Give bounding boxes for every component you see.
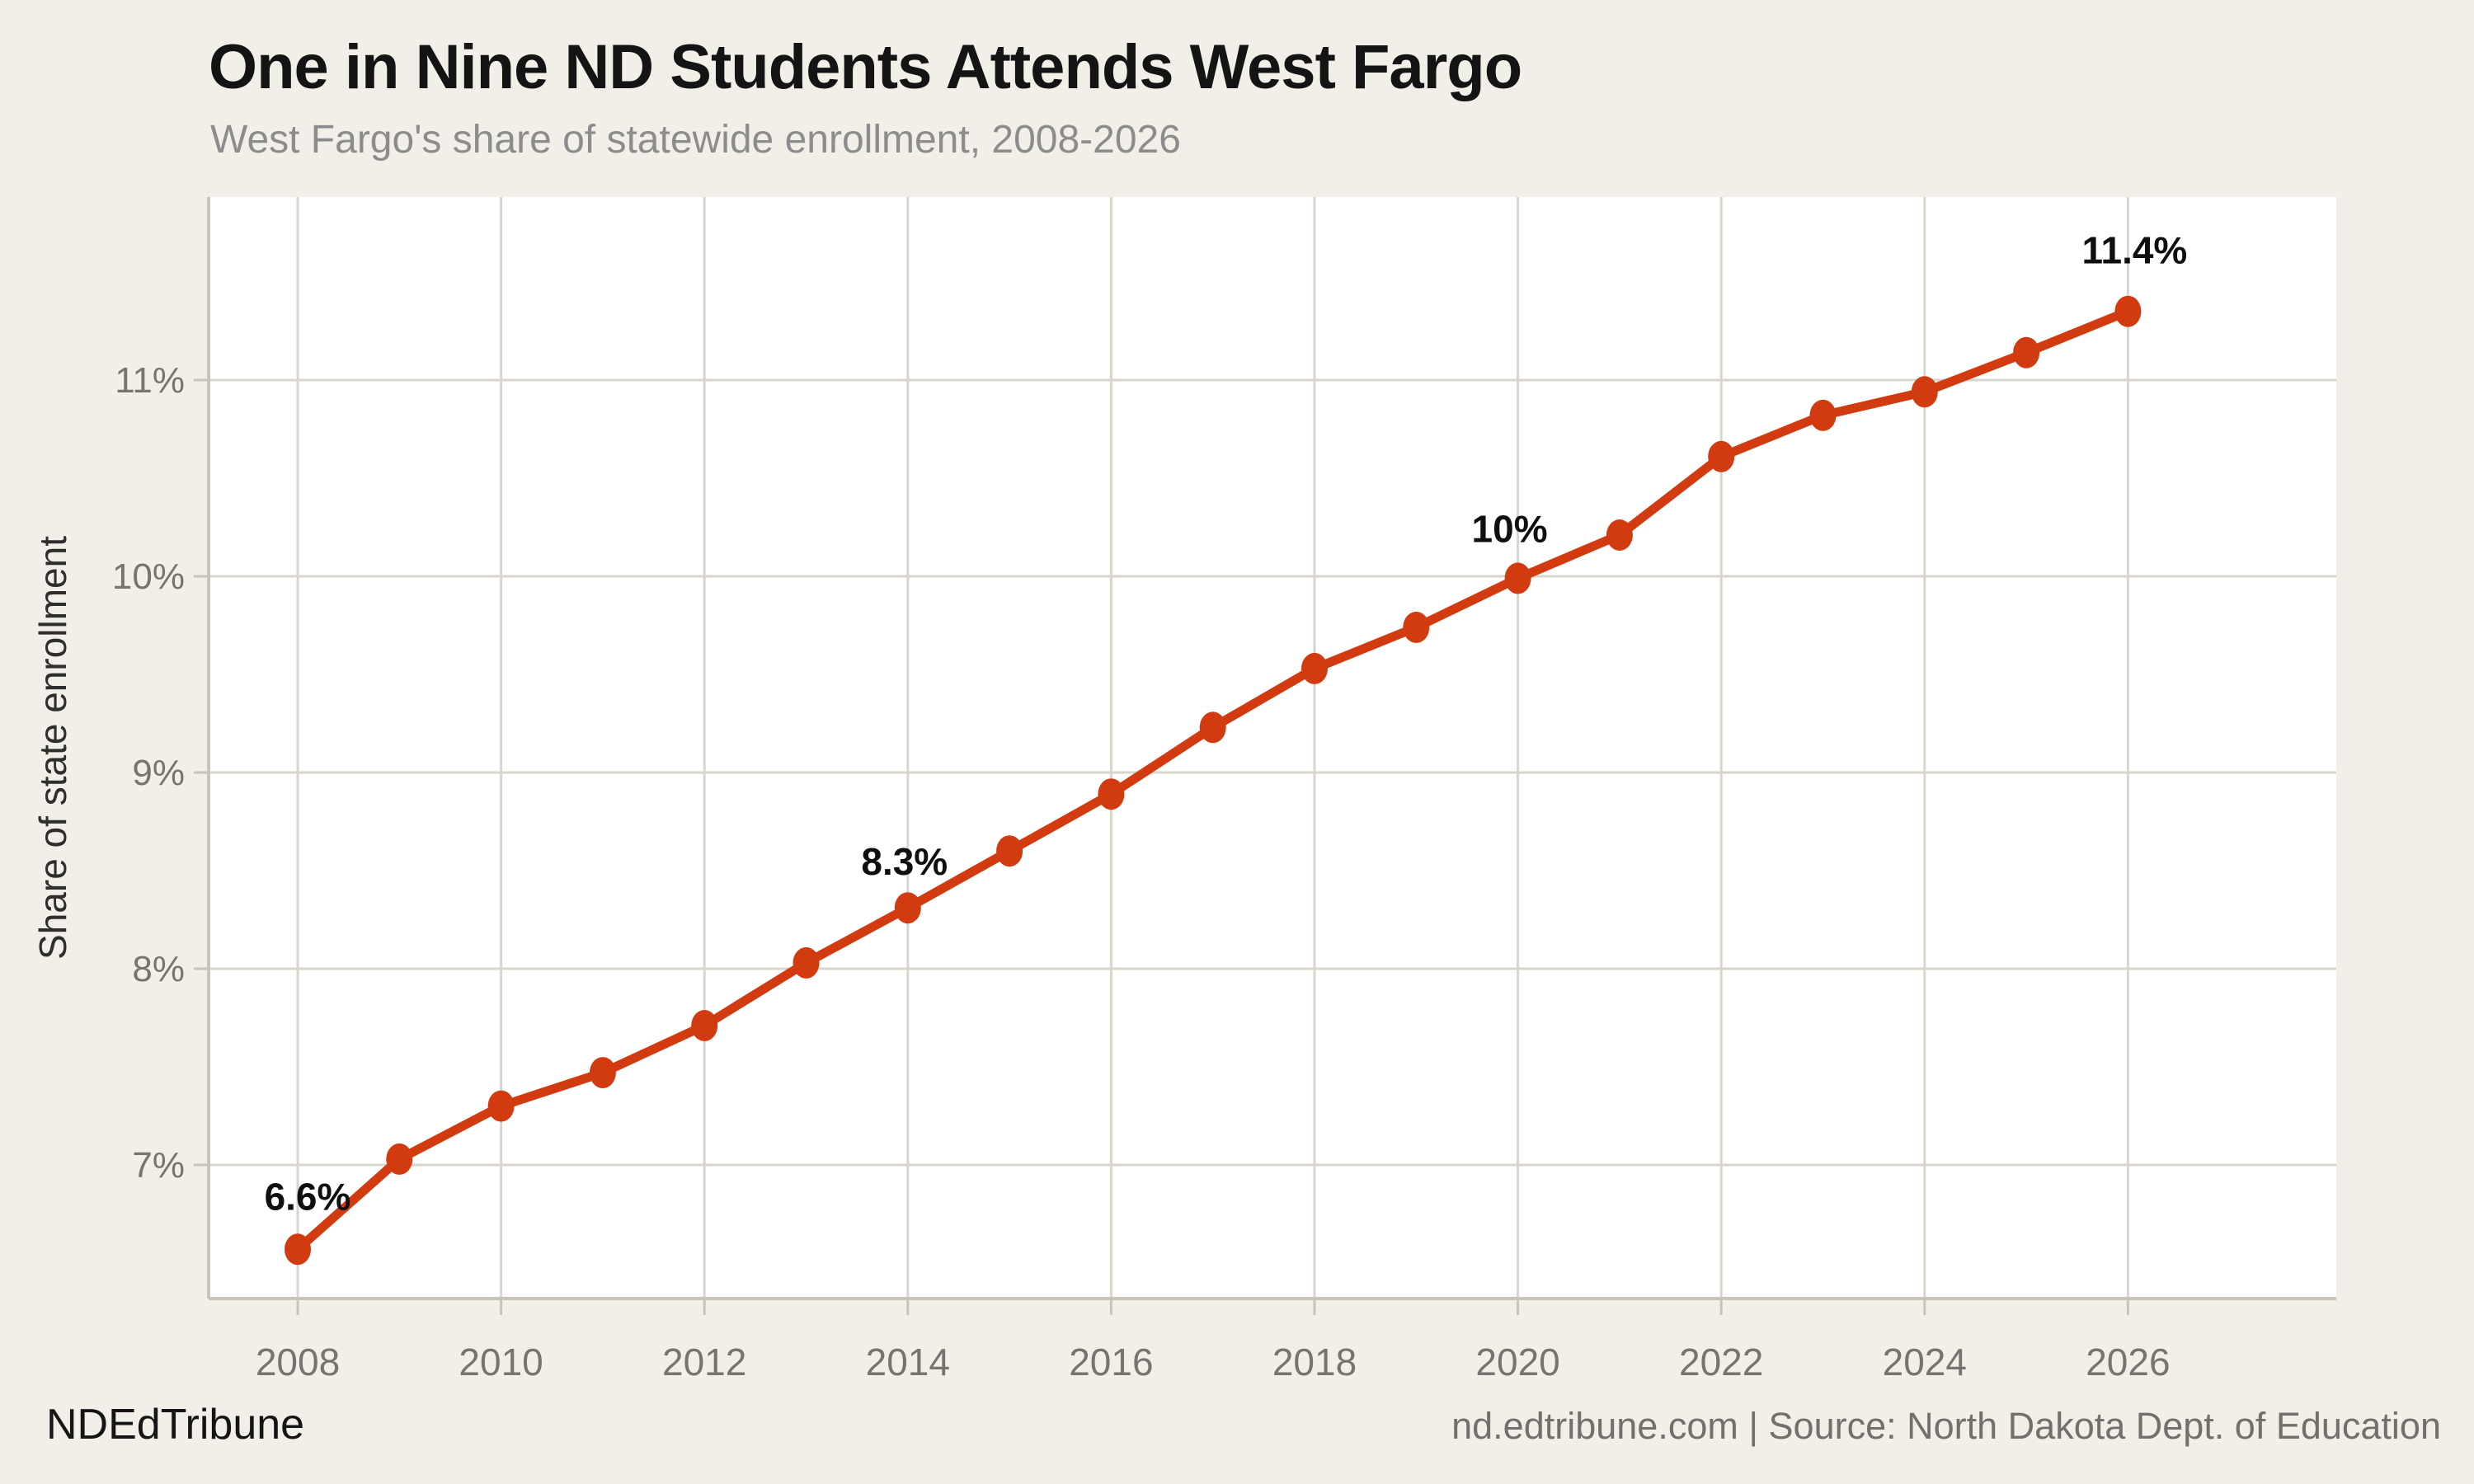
x-tick-label: 2022 xyxy=(1679,1341,1763,1383)
data-point xyxy=(1098,778,1125,810)
data-point xyxy=(285,1233,311,1266)
y-tick-label: 11% xyxy=(115,360,185,401)
data-point xyxy=(894,892,921,924)
x-tick-label: 2020 xyxy=(1475,1341,1559,1383)
x-tick-label: 2014 xyxy=(866,1341,950,1383)
x-tick-label: 2018 xyxy=(1272,1341,1357,1383)
brand-logo-text: NDEdTribune xyxy=(46,1401,305,1449)
data-point xyxy=(487,1090,515,1122)
data-point xyxy=(1504,562,1531,594)
data-label: 11.4% xyxy=(2081,229,2187,272)
x-tick-label: 2010 xyxy=(459,1341,543,1383)
x-tick-label: 2012 xyxy=(662,1341,746,1383)
y-tick-label: 8% xyxy=(132,949,185,989)
y-tick-label: 10% xyxy=(112,556,185,597)
data-point xyxy=(996,835,1023,867)
data-point xyxy=(589,1057,616,1089)
data-point xyxy=(691,1010,718,1041)
data-point xyxy=(386,1143,413,1175)
x-tick-label: 2008 xyxy=(256,1341,340,1383)
data-label: 10% xyxy=(1472,507,1548,550)
x-tick-label: 2016 xyxy=(1069,1341,1153,1383)
x-tick-label: 2024 xyxy=(1883,1341,1967,1383)
data-point xyxy=(1199,711,1226,744)
data-point xyxy=(2114,295,2142,327)
y-tick-label: 7% xyxy=(132,1145,185,1186)
page-subtitle: West Fargo's share of statewide enrollme… xyxy=(210,118,1181,162)
data-point xyxy=(793,946,820,979)
y-tick-label: 9% xyxy=(132,753,185,793)
data-point xyxy=(1606,519,1633,551)
y-axis-title: Share of state enrollment xyxy=(31,536,74,960)
data-point xyxy=(1301,652,1328,684)
source-attribution: nd.edtribune.com | Source: North Dakota … xyxy=(1451,1405,2441,1447)
data-point xyxy=(1708,440,1735,472)
data-label: 8.3% xyxy=(861,840,948,883)
data-point xyxy=(1809,399,1837,431)
data-point xyxy=(1911,376,1938,408)
x-tick-label: 2026 xyxy=(2086,1341,2170,1383)
data-point xyxy=(1403,611,1430,643)
data-point xyxy=(2013,336,2040,369)
page-title: One in Nine ND Students Attends West Far… xyxy=(209,32,1522,102)
data-label: 6.6% xyxy=(265,1175,351,1218)
